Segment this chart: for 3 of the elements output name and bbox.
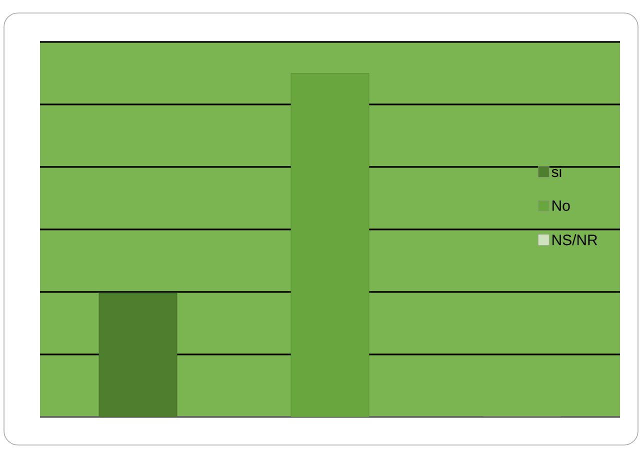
legend-label: si <box>552 166 562 178</box>
legend-label: NS/NR <box>552 234 598 246</box>
legend-label: No <box>552 200 570 211</box>
